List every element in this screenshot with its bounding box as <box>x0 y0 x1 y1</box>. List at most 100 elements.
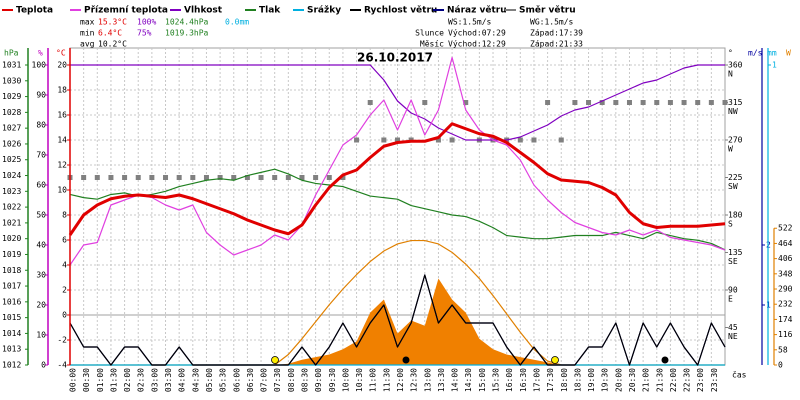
info-text: Východ:07:29 <box>448 29 506 38</box>
direction-marker <box>299 175 305 180</box>
compass-label: W <box>728 145 733 154</box>
x-tick-label: 04:30 <box>191 368 200 392</box>
y-tick-label: 1021 <box>2 218 21 227</box>
x-tick-label: 23:30 <box>710 368 719 392</box>
legend-label: Rychlost větru <box>364 5 437 16</box>
y-tick-label: 90 <box>36 91 46 100</box>
axis-label: ° <box>728 49 733 58</box>
series-line <box>69 168 726 251</box>
axis-label: mm <box>767 49 777 58</box>
direction-marker <box>381 137 387 143</box>
stat-text: 10.2°C <box>98 40 127 49</box>
y-tick-label: 70 <box>36 151 46 160</box>
info-text: Západ:21:33 <box>530 40 583 49</box>
series-line <box>70 64 725 141</box>
x-tick-label: 07:00 <box>260 368 269 392</box>
stat-text: min <box>80 29 95 38</box>
x-tick-label: 11:00 <box>369 368 378 392</box>
y-tick-label: 40 <box>36 241 46 250</box>
y-tick-label: 348 <box>778 269 793 278</box>
y-tick-label: 80 <box>36 121 46 130</box>
y-tick-label: 58 <box>778 345 788 354</box>
stat-text: avg <box>80 40 95 49</box>
info-text: Východ:12:29 <box>448 40 506 49</box>
y-tick-label: 1019 <box>2 250 21 259</box>
compass-label: NE <box>728 332 738 341</box>
y-tick-label: 30 <box>36 271 46 280</box>
direction-marker <box>272 175 278 180</box>
y-tick-label: 116 <box>778 330 793 339</box>
x-tick-label: 17:30 <box>546 368 555 392</box>
y-tick-label: 1025 <box>2 155 21 164</box>
legend-label: Přízemní teplota <box>84 6 168 16</box>
legend-label: Tlak <box>259 6 281 16</box>
legend-label: Teplota <box>16 6 53 16</box>
y-tick-label: 1016 <box>2 297 21 306</box>
stat-text: 1024.4hPa <box>165 18 209 27</box>
legend-label: Vlhkost <box>184 6 223 16</box>
y2-tick-label: 315 <box>728 98 743 107</box>
x-tick-label: 16:30 <box>519 368 528 392</box>
y-tick-label: 6 <box>62 236 67 245</box>
direction-marker <box>354 137 360 143</box>
direction-marker <box>667 100 673 105</box>
direction-marker <box>695 100 701 105</box>
direction-marker <box>258 175 264 180</box>
x-tick-label: 06:00 <box>232 368 241 392</box>
y-tick-label: 406 <box>778 254 793 263</box>
direction-marker <box>586 100 592 105</box>
y-tick-label: 1024 <box>2 171 21 180</box>
y-tick-label: 0 <box>41 361 46 370</box>
stat-text: 100% <box>137 18 156 27</box>
x-tick-label: 06:30 <box>246 368 255 392</box>
x-tick-label: 08:00 <box>287 368 296 392</box>
y-tick-label: 1026 <box>2 139 21 148</box>
x-tick-label: 10:30 <box>355 368 364 392</box>
chart-title: 26.10.2017 <box>357 51 433 65</box>
legend-label: Srážky <box>307 6 341 16</box>
x-tick-label: 12:30 <box>410 368 419 392</box>
direction-marker <box>94 175 100 180</box>
stat-text: max <box>80 18 95 27</box>
direction-marker <box>367 100 373 105</box>
radiation-area <box>70 278 725 365</box>
direction-marker <box>313 175 319 180</box>
y-tick-label: 232 <box>778 300 793 309</box>
compass-label: SW <box>728 182 738 191</box>
y-tick-label: 1029 <box>2 92 21 101</box>
x-tick-label: 20:00 <box>614 368 623 392</box>
y2-tick-label: 360 <box>728 61 743 70</box>
series-line <box>69 274 726 366</box>
direction-marker <box>244 175 250 180</box>
y-tick-label: 522 <box>778 224 793 233</box>
y-tick-label: 1012 <box>2 361 21 370</box>
y-tick-label: 18 <box>57 86 67 95</box>
y2-tick-label: 45 <box>728 323 738 332</box>
direction-marker <box>463 100 469 105</box>
direction-marker <box>231 175 237 180</box>
x-tick-label: 17:00 <box>532 368 541 392</box>
direction-marker <box>599 100 605 105</box>
y-tick-label: 174 <box>778 315 793 324</box>
direction-marker <box>654 100 660 105</box>
x-tick-label: 03:30 <box>164 368 173 392</box>
y2-tick-label: 225 <box>728 173 743 182</box>
y-tick-label: 4 <box>62 261 67 270</box>
x-tick-label: 20:30 <box>628 368 637 392</box>
info-text: WG:1.5m/s <box>530 18 574 27</box>
info-text: Měsíc <box>420 40 444 49</box>
stat-text: 0.0mm <box>225 18 249 27</box>
y2-tick-label: 270 <box>728 136 743 145</box>
x-tick-label: 14:00 <box>451 368 460 392</box>
x-tick-label: 01:30 <box>109 368 118 392</box>
y-tick-label: 290 <box>778 285 793 294</box>
info-text: WS:1.5m/s <box>448 18 492 27</box>
y-tick-label: 1020 <box>2 234 21 243</box>
direction-marker <box>326 175 332 180</box>
direction-marker <box>203 175 209 180</box>
info-text: Slunce <box>415 29 444 38</box>
x-tick-label: 19:00 <box>587 368 596 392</box>
axis-label: W <box>786 49 791 58</box>
direction-marker <box>708 100 714 105</box>
stat-text: 75% <box>137 29 152 38</box>
